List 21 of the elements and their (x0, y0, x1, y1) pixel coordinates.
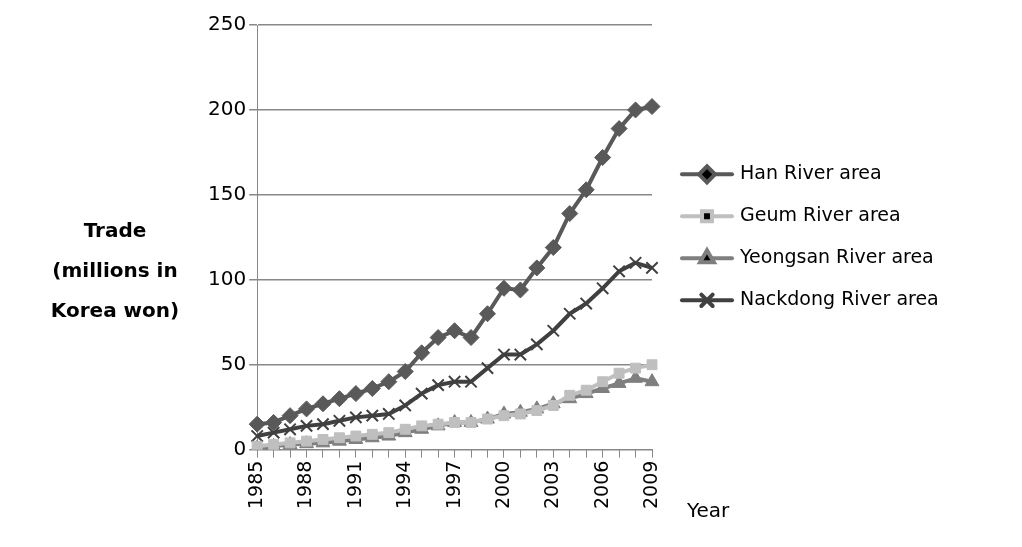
legend-label: Geum River area (740, 203, 901, 226)
x-tick-label: 1991 (342, 460, 365, 510)
x-tick-label: 1988 (293, 460, 316, 510)
y-tick-label: 200 (207, 96, 247, 121)
x-tick-label: 1985 (244, 460, 267, 510)
y-tick-label: 100 (207, 265, 247, 290)
x-tick-label: 1994 (392, 460, 415, 510)
legend-label: Han River area (740, 161, 882, 184)
y-tick-label: 250 (207, 11, 247, 36)
legend-label: Yeongsan River area (739, 245, 934, 268)
x-tick-label: 2009 (638, 460, 661, 510)
y-tick-label: 0 (233, 435, 247, 460)
y-tick-label: 150 (207, 181, 247, 206)
x-tick-label: 2006 (589, 460, 612, 510)
y-axis-title: Trade (millions in Korea won) (49, 217, 181, 324)
x-axis-title: Year (686, 497, 731, 522)
x-tick-label: 1997 (441, 460, 464, 510)
y-tick-label: 50 (220, 350, 247, 375)
x-tick-label: 2003 (540, 460, 563, 510)
x-tick-label: 2000 (490, 460, 513, 510)
legend-label: Nackdong River area (740, 287, 939, 310)
